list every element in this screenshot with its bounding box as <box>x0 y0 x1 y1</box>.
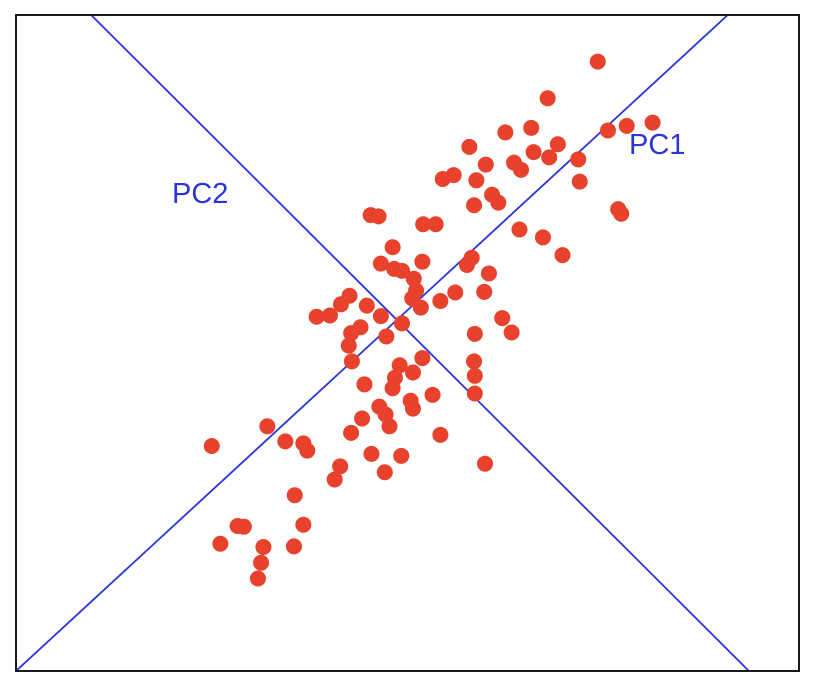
data-point-82 <box>432 426 449 443</box>
data-point-90 <box>286 487 303 504</box>
data-point-94 <box>212 535 229 552</box>
data-point-71 <box>402 392 419 409</box>
data-point-4 <box>539 90 556 107</box>
data-point-0 <box>589 53 606 70</box>
data-point-46 <box>332 296 349 313</box>
data-point-26 <box>610 201 627 218</box>
data-point-76 <box>354 410 371 427</box>
data-point-51 <box>308 308 325 325</box>
data-point-72 <box>466 367 483 384</box>
data-point-62 <box>414 350 431 367</box>
data-point-58 <box>494 310 511 327</box>
axis-label-pc1: PC1 <box>629 129 685 161</box>
data-point-32 <box>384 239 401 256</box>
data-point-78 <box>259 418 276 435</box>
data-point-50 <box>343 325 360 342</box>
data-point-61 <box>466 353 483 370</box>
data-point-84 <box>363 445 380 462</box>
data-point-5 <box>523 119 540 136</box>
plot-background <box>16 15 799 671</box>
data-point-77 <box>343 424 360 441</box>
data-point-38 <box>459 256 476 273</box>
data-point-69 <box>424 386 441 403</box>
axis-line-pc2 <box>90 15 750 671</box>
data-point-48 <box>372 308 389 325</box>
data-point-19 <box>513 161 530 178</box>
data-point-39 <box>480 265 497 282</box>
data-point-33 <box>372 255 389 272</box>
data-point-14 <box>434 171 451 187</box>
data-point-13 <box>468 172 485 189</box>
data-point-42 <box>432 293 449 310</box>
data-point-11 <box>477 156 494 173</box>
data-point-27 <box>427 216 444 233</box>
data-point-8 <box>549 136 566 153</box>
data-point-3 <box>644 114 661 131</box>
data-point-75 <box>377 406 394 423</box>
data-point-23 <box>511 221 528 238</box>
data-point-30 <box>362 207 379 224</box>
data-point-55 <box>378 328 395 345</box>
data-point-87 <box>332 458 349 475</box>
data-point-15 <box>570 151 587 168</box>
data-point-57 <box>412 299 429 316</box>
data-point-63 <box>391 357 408 374</box>
data-point-97 <box>253 554 270 571</box>
data-point-92 <box>235 518 252 535</box>
data-point-56 <box>394 315 411 332</box>
data-point-64 <box>404 364 421 381</box>
data-point-67 <box>356 376 373 393</box>
data-point-96 <box>285 538 302 555</box>
data-point-40 <box>447 284 464 301</box>
data-point-41 <box>476 283 493 300</box>
data-point-1 <box>599 122 616 139</box>
data-point-98 <box>249 570 266 587</box>
data-points <box>203 53 661 587</box>
data-point-2 <box>618 117 635 134</box>
data-point-24 <box>534 229 551 246</box>
data-point-60 <box>466 325 483 342</box>
data-point-66 <box>384 380 401 397</box>
data-point-35 <box>394 262 411 279</box>
data-point-89 <box>326 471 343 488</box>
data-point-95 <box>255 539 272 556</box>
data-point-88 <box>376 464 393 481</box>
data-point-37 <box>414 253 431 270</box>
data-point-85 <box>393 447 410 464</box>
data-point-7 <box>525 144 542 161</box>
data-point-9 <box>461 138 478 155</box>
axis-labels: PC1 PC2 <box>172 129 685 210</box>
axis-label-pc2: PC2 <box>172 178 228 210</box>
data-point-22 <box>466 197 483 214</box>
plot-frame <box>15 14 800 672</box>
data-point-79 <box>277 433 294 450</box>
data-point-47 <box>358 297 375 314</box>
data-point-25 <box>554 247 571 264</box>
data-point-16 <box>541 149 558 166</box>
data-point-93 <box>295 516 312 533</box>
data-point-21 <box>490 194 507 211</box>
data-point-73 <box>466 385 483 402</box>
data-point-86 <box>477 455 494 472</box>
data-point-54 <box>343 353 360 370</box>
data-point-83 <box>203 437 220 454</box>
data-point-53 <box>340 337 357 354</box>
data-point-52 <box>321 307 338 324</box>
data-point-81 <box>299 442 316 459</box>
data-point-59 <box>503 324 520 341</box>
data-point-6 <box>497 124 514 141</box>
data-point-28 <box>415 216 432 233</box>
data-point-17 <box>571 173 588 190</box>
